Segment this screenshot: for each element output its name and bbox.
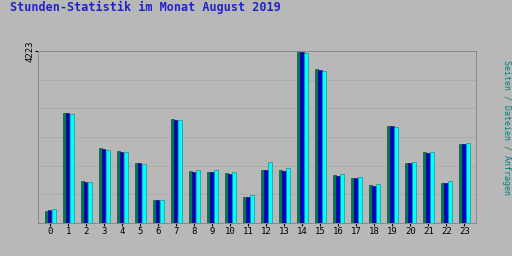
Bar — [48, 210, 51, 223]
Bar — [279, 170, 282, 223]
Bar — [462, 144, 466, 223]
Bar — [351, 178, 354, 223]
Bar — [261, 169, 264, 223]
Bar — [102, 149, 105, 223]
Bar — [246, 197, 249, 223]
Bar — [243, 197, 246, 223]
Bar — [250, 195, 253, 223]
Bar — [459, 144, 462, 223]
Bar — [70, 114, 74, 223]
Bar — [387, 126, 390, 223]
Bar — [301, 52, 304, 223]
Bar — [52, 209, 55, 223]
Bar — [264, 170, 268, 223]
Bar — [189, 171, 192, 223]
Bar — [372, 186, 376, 223]
Bar — [45, 210, 48, 223]
Bar — [214, 170, 218, 223]
Bar — [282, 171, 286, 223]
Bar — [426, 153, 430, 223]
Bar — [142, 164, 145, 223]
Bar — [138, 163, 141, 223]
Bar — [192, 172, 196, 223]
Bar — [174, 120, 178, 223]
Bar — [156, 200, 159, 223]
Bar — [466, 143, 470, 223]
Bar — [322, 71, 326, 223]
Bar — [81, 181, 84, 223]
Text: Stunden-Statistik im Monat August 2019: Stunden-Statistik im Monat August 2019 — [10, 1, 281, 14]
Bar — [171, 119, 174, 223]
Bar — [88, 182, 92, 223]
Bar — [409, 163, 412, 223]
Bar — [448, 181, 452, 223]
Bar — [66, 113, 70, 223]
Bar — [228, 174, 231, 223]
Bar — [336, 176, 339, 223]
Bar — [178, 120, 182, 223]
Bar — [120, 152, 123, 223]
Bar — [99, 148, 102, 223]
Bar — [333, 175, 336, 223]
Bar — [225, 173, 228, 223]
Bar — [441, 183, 444, 223]
Bar — [160, 200, 164, 223]
Bar — [117, 151, 120, 223]
Bar — [123, 152, 127, 223]
Bar — [297, 51, 300, 223]
Bar — [340, 174, 344, 223]
Bar — [394, 127, 398, 223]
Bar — [391, 126, 394, 223]
Text: Seiten / Dateien / Anfragen: Seiten / Dateien / Anfragen — [502, 60, 511, 196]
Bar — [354, 178, 357, 223]
Bar — [358, 177, 362, 223]
Bar — [412, 162, 416, 223]
Bar — [210, 172, 214, 223]
Bar — [318, 70, 322, 223]
Bar — [430, 152, 434, 223]
Bar — [369, 185, 372, 223]
Bar — [196, 169, 200, 223]
Bar — [315, 69, 318, 223]
Bar — [268, 162, 272, 223]
Bar — [105, 150, 110, 223]
Bar — [153, 200, 156, 223]
Bar — [405, 163, 408, 223]
Bar — [286, 168, 290, 223]
Bar — [135, 163, 138, 223]
Bar — [444, 183, 447, 223]
Bar — [62, 113, 66, 223]
Bar — [84, 182, 88, 223]
Bar — [207, 172, 210, 223]
Bar — [376, 184, 380, 223]
Bar — [232, 172, 236, 223]
Bar — [304, 53, 308, 223]
Bar — [423, 153, 426, 223]
